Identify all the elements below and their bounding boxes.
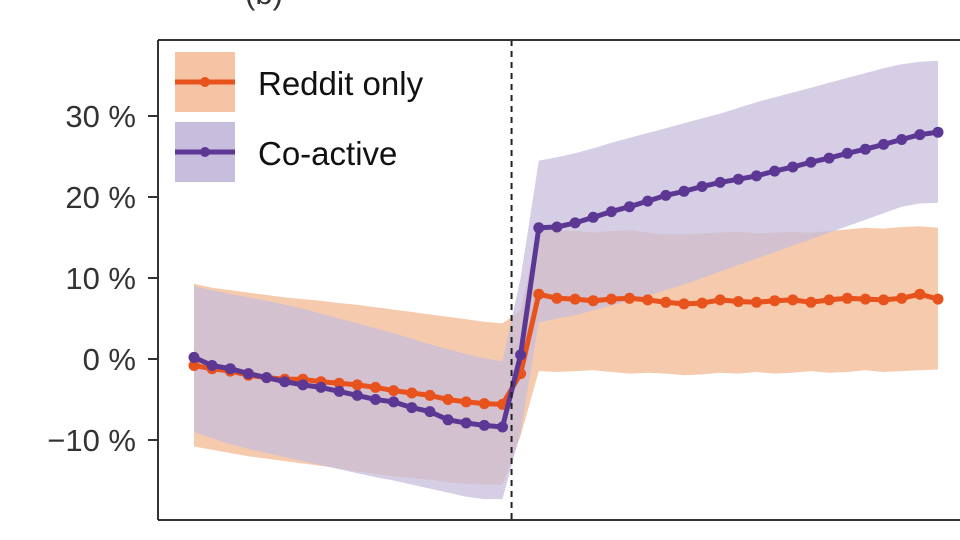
data-point-reddit-only: [787, 294, 799, 306]
data-point-co-active: [859, 143, 871, 155]
data-point-co-active: [261, 372, 273, 384]
data-point-reddit-only: [388, 385, 400, 397]
data-point-reddit-only: [769, 295, 781, 307]
data-point-reddit-only: [569, 293, 581, 305]
data-point-co-active: [751, 170, 762, 182]
data-point-co-active: [642, 195, 654, 207]
legend-label-co-active: Co-active: [258, 135, 397, 172]
data-point-co-active: [188, 351, 200, 363]
data-point-co-active: [442, 414, 454, 426]
data-point-co-active: [787, 161, 799, 173]
data-point-reddit-only: [188, 360, 200, 371]
data-point-co-active: [678, 185, 690, 197]
data-point-co-active: [896, 134, 908, 145]
legend-marker-reddit-only: [200, 77, 210, 87]
data-point-co-active: [497, 421, 508, 433]
y-tick-label: 10 %: [65, 261, 136, 296]
y-tick-label: 30 %: [65, 99, 136, 134]
data-point-reddit-only: [460, 396, 472, 408]
data-point-co-active: [206, 360, 218, 371]
data-point-reddit-only: [878, 294, 890, 306]
data-point-reddit-only: [751, 296, 762, 308]
data-point-co-active: [624, 201, 635, 213]
data-point-reddit-only: [624, 292, 635, 304]
data-point-co-active: [424, 406, 436, 418]
data-point-co-active: [478, 419, 490, 431]
data-point-co-active: [823, 152, 835, 164]
series-lines: [188, 126, 944, 433]
data-point-reddit-only: [442, 394, 454, 405]
data-point-reddit-only: [914, 288, 926, 300]
data-point-co-active: [333, 385, 345, 397]
data-point-co-active: [569, 217, 581, 229]
data-point-reddit-only: [605, 293, 617, 305]
data-point-co-active: [932, 126, 944, 138]
data-point-reddit-only: [587, 295, 599, 307]
data-point-co-active: [315, 381, 327, 393]
data-point-reddit-only: [841, 292, 853, 304]
data-point-co-active: [878, 138, 890, 150]
legend-item-co-active: Co-active: [175, 122, 397, 182]
data-point-co-active: [406, 402, 418, 414]
legend: Reddit only Co-active: [175, 52, 424, 182]
data-point-reddit-only: [823, 294, 835, 306]
data-point-co-active: [769, 165, 781, 177]
data-point-reddit-only: [642, 294, 654, 306]
data-point-co-active: [279, 376, 291, 388]
data-point-reddit-only: [370, 381, 381, 393]
data-point-co-active: [460, 417, 472, 429]
y-tick-label: 20 %: [65, 180, 136, 215]
data-point-reddit-only: [551, 292, 563, 304]
data-point-co-active: [660, 189, 672, 201]
data-point-co-active: [224, 363, 236, 375]
confidence-bands: [194, 60, 938, 500]
data-point-reddit-only: [932, 293, 944, 305]
data-point-reddit-only: [660, 296, 672, 308]
data-point-reddit-only: [732, 296, 744, 307]
chart-title-clipped: (b): [245, 0, 283, 11]
data-point-reddit-only: [424, 389, 436, 401]
data-point-co-active: [587, 211, 599, 223]
data-point-co-active: [914, 129, 926, 141]
data-point-co-active: [533, 222, 545, 234]
data-point-reddit-only: [805, 296, 817, 308]
data-point-co-active: [732, 173, 744, 185]
data-point-co-active: [696, 181, 708, 192]
data-point-co-active: [242, 368, 254, 380]
data-point-co-active: [605, 206, 617, 218]
data-point-co-active: [297, 379, 309, 391]
data-point-reddit-only: [696, 297, 708, 309]
data-point-reddit-only: [859, 293, 871, 305]
data-point-co-active: [551, 221, 563, 233]
data-point-co-active: [351, 389, 363, 401]
data-point-reddit-only: [714, 294, 726, 306]
data-point-co-active: [370, 394, 381, 405]
data-point-co-active: [515, 349, 527, 361]
data-point-reddit-only: [333, 377, 345, 389]
data-point-reddit-only: [896, 292, 908, 304]
plot-area: [188, 60, 944, 500]
data-point-co-active: [841, 147, 853, 159]
y-axis-ticks: −10 % 0 % 10 % 20 % 30 %: [47, 99, 158, 458]
legend-item-reddit-only: Reddit only: [175, 52, 424, 112]
legend-marker-co-active: [200, 147, 210, 157]
data-point-reddit-only: [533, 288, 545, 300]
data-point-reddit-only: [678, 298, 690, 310]
data-point-reddit-only: [478, 398, 490, 410]
data-point-co-active: [805, 156, 817, 168]
data-point-reddit-only: [406, 387, 418, 399]
legend-label-reddit-only: Reddit only: [258, 65, 424, 102]
y-tick-label: −10 %: [47, 423, 136, 458]
data-point-co-active: [714, 176, 726, 188]
data-point-co-active: [388, 396, 400, 408]
y-tick-label: 0 %: [83, 342, 136, 377]
data-point-reddit-only: [351, 379, 363, 391]
